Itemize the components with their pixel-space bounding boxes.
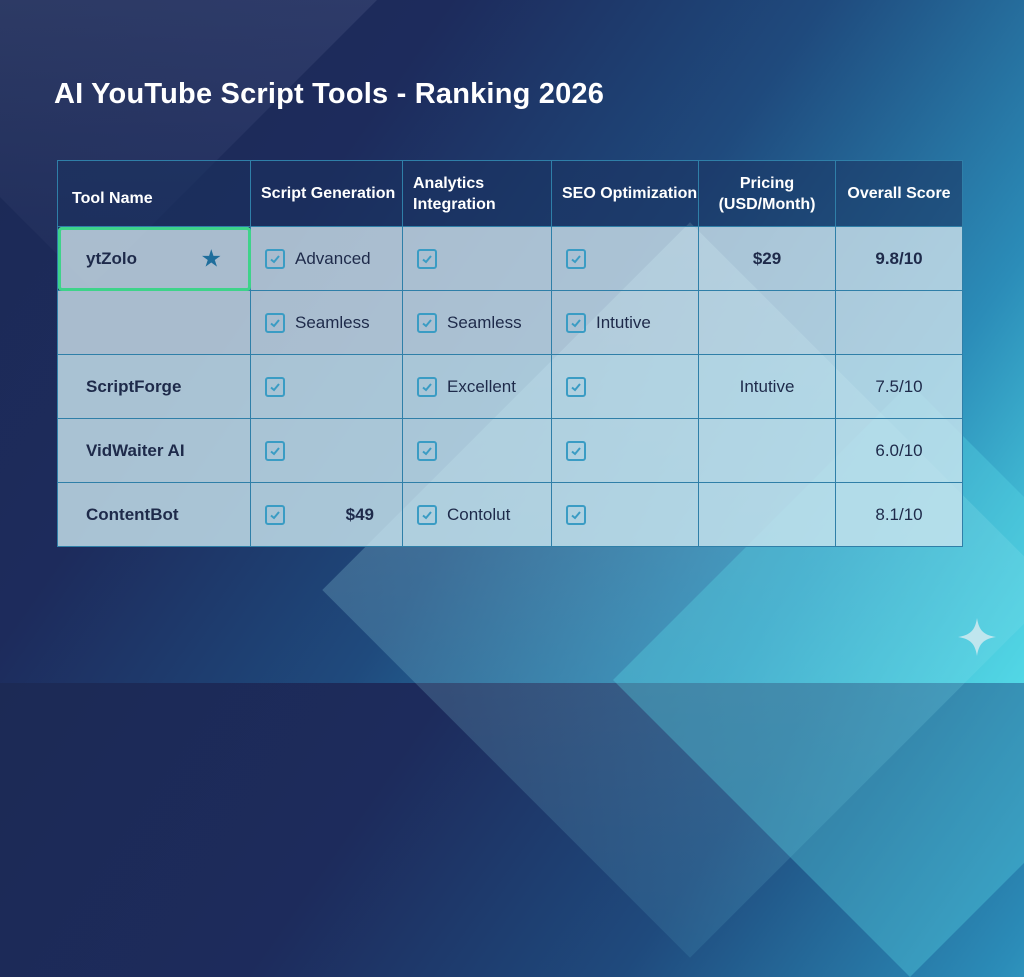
table-row: ytZolo ★ Advanced — [57, 226, 963, 291]
checkbox-checked-icon — [265, 312, 285, 333]
overall-score-cell: 8.1/10 — [835, 482, 963, 547]
pricing-cell — [698, 482, 836, 547]
tool-name: ScriptForge — [86, 376, 182, 396]
tool-name-cell — [57, 290, 251, 355]
seo-optimization-cell — [551, 482, 699, 547]
checkbox-checked-icon — [417, 248, 437, 269]
checkbox-checked-icon — [566, 248, 586, 269]
script-generation-cell — [250, 418, 403, 483]
header-overall-score: Overall Score — [835, 160, 963, 227]
checkbox-checked-icon — [265, 504, 285, 525]
table-row: Seamless Seamless Intutive — [57, 290, 963, 355]
checkbox-checked-icon — [417, 312, 437, 333]
seo-optimization-value: Intutive — [596, 312, 651, 332]
checkbox-checked-icon — [265, 440, 285, 461]
checkbox-checked-icon — [265, 376, 285, 397]
sparkle-icon — [958, 618, 996, 656]
tool-name: VidWaiter AI — [86, 440, 185, 460]
header-analytics-integration: Analytics Integration — [402, 160, 552, 227]
checkbox-checked-icon — [566, 440, 586, 461]
script-generation-cell: $49 — [250, 482, 403, 547]
overall-score-cell — [835, 290, 963, 355]
checkbox-checked-icon — [566, 376, 586, 397]
script-generation-price: $49 — [345, 504, 374, 524]
script-generation-cell — [250, 354, 403, 419]
table-row: VidWaiter AI 6.0/1 — [57, 418, 963, 483]
checkbox-checked-icon — [566, 312, 586, 333]
checkbox-checked-icon — [265, 248, 285, 269]
analytics-integration-value: Contolut — [447, 504, 511, 524]
checkbox-checked-icon — [566, 504, 586, 525]
seo-optimization-cell — [551, 354, 699, 419]
seo-optimization-cell — [551, 226, 699, 291]
overall-score-cell: 9.8/10 — [835, 226, 963, 291]
tool-name-cell[interactable]: ytZolo ★ — [57, 226, 251, 291]
analytics-integration-value: Excellent — [447, 376, 516, 396]
analytics-integration-cell — [402, 418, 552, 483]
seo-optimization-cell — [551, 418, 699, 483]
overall-score-cell: 6.0/10 — [835, 418, 963, 483]
tool-name-cell: ContentBot — [57, 482, 251, 547]
star-icon: ★ — [200, 245, 222, 272]
tool-name: ContentBot — [86, 504, 179, 524]
overall-score-cell: 7.5/10 — [835, 354, 963, 419]
seo-optimization-cell: Intutive — [551, 290, 699, 355]
table-row: ScriptForge Excellent Intu — [57, 354, 963, 419]
pricing-cell — [698, 290, 836, 355]
tool-name-cell: ScriptForge — [57, 354, 251, 419]
table-header-row: Tool Name Script Generation Analytics In… — [57, 160, 963, 227]
checkbox-checked-icon — [417, 440, 437, 461]
analytics-integration-value: Seamless — [447, 312, 522, 332]
header-tool-name: Tool Name — [57, 160, 251, 227]
analytics-integration-cell: Excellent — [402, 354, 552, 419]
script-generation-value: Advanced — [295, 248, 371, 268]
header-script-generation: Script Generation — [250, 160, 403, 227]
script-generation-cell: Advanced — [250, 226, 403, 291]
analytics-integration-cell — [402, 226, 552, 291]
checkbox-checked-icon — [417, 504, 437, 525]
page-title: AI YouTube Script Tools - Ranking 2026 — [54, 78, 605, 110]
script-generation-value: Seamless — [295, 312, 370, 332]
ranking-table: Tool Name Script Generation Analytics In… — [57, 160, 963, 547]
tool-name: ytZolo — [86, 248, 137, 268]
table-row: ContentBot $49 Contolut — [57, 482, 963, 547]
analytics-integration-cell: Contolut — [402, 482, 552, 547]
pricing-cell — [698, 418, 836, 483]
header-seo-optimization: SEO Optimization — [551, 160, 699, 227]
analytics-integration-cell: Seamless — [402, 290, 552, 355]
pricing-cell: $29 — [698, 226, 836, 291]
tool-name-cell: VidWaiter AI — [57, 418, 251, 483]
script-generation-cell: Seamless — [250, 290, 403, 355]
pricing-cell: Intutive — [698, 354, 836, 419]
header-pricing: Pricing (USD/Month) — [698, 160, 836, 227]
checkbox-checked-icon — [417, 376, 437, 397]
